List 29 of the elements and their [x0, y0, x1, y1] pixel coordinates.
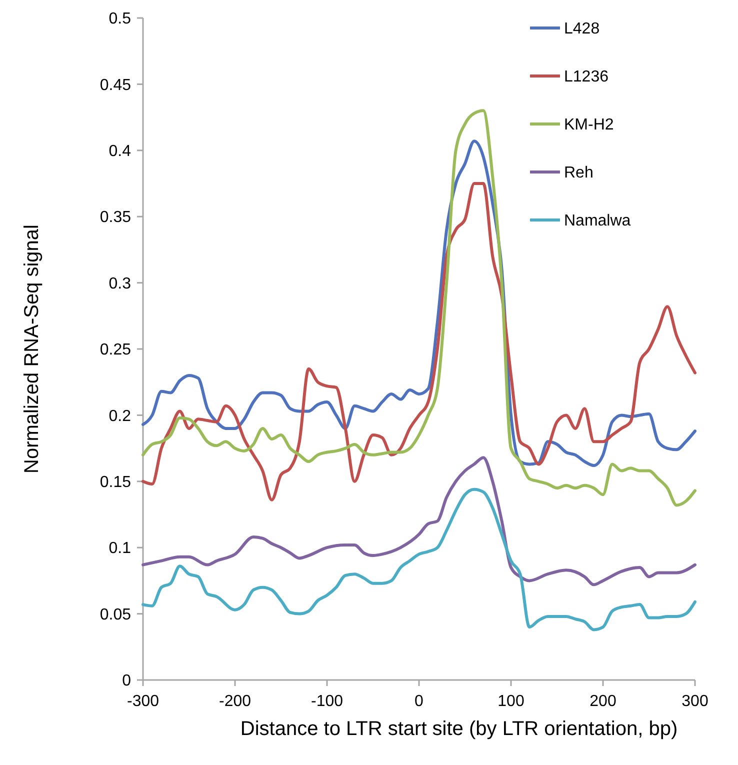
legend-label: L1236: [564, 68, 609, 86]
x-axis-title: Distance to LTR start site (by LTR orientation, bp): [240, 718, 678, 740]
legend-label: KM-H2: [564, 116, 614, 134]
x-tick-label: 0: [414, 693, 424, 710]
x-tick-label: 300: [682, 693, 708, 710]
line-series: [142, 109, 696, 507]
y-tick-label: 0.45: [100, 76, 132, 94]
y-tick-label: 0.2: [108, 408, 132, 425]
y-tick-label: 0: [122, 672, 132, 690]
x-tick-label: 100: [498, 693, 524, 710]
y-axis-title: Normalized RNA-Seq signal: [21, 224, 43, 474]
legend-label: L428: [564, 20, 600, 38]
x-tick-label: -100: [310, 693, 344, 710]
x-tick-label: -200: [218, 693, 252, 710]
legend-label: Reh: [564, 164, 594, 182]
x-tick-label: 200: [590, 693, 616, 710]
y-tick-label: 0.35: [100, 209, 132, 226]
y-tick-label: 0.05: [100, 606, 132, 624]
y-tick-label: 0.4: [108, 143, 132, 160]
line-series: [142, 182, 696, 502]
y-tick-label: 0.5: [108, 10, 132, 28]
legend-label: Namalwa: [564, 212, 631, 230]
y-tick-label: 0.3: [108, 275, 132, 292]
y-tick-label: 0.1: [108, 540, 132, 558]
x-tick-label: -300: [126, 693, 160, 710]
y-tick-label: 0.15: [100, 474, 132, 491]
line-series: [142, 456, 696, 586]
y-tick-label: 0.25: [100, 342, 132, 359]
line-series: [142, 488, 696, 632]
